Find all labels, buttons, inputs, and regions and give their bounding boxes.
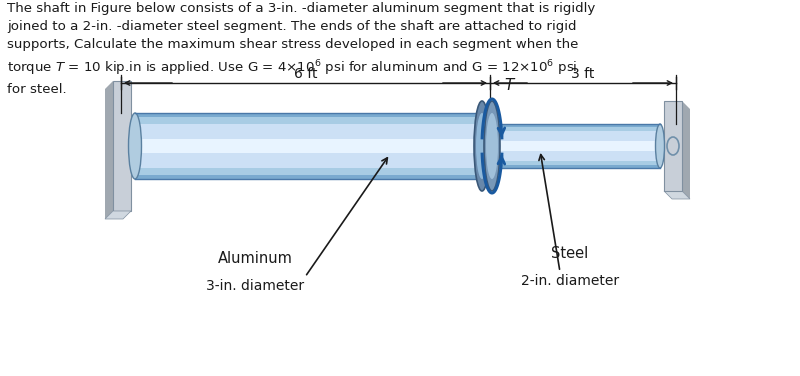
Bar	[490, 131, 660, 161]
Bar	[490, 141, 660, 151]
Text: The shaft in Figure below consists of a 3-in. -diameter aluminum segment that is: The shaft in Figure below consists of a …	[7, 2, 595, 96]
Ellipse shape	[474, 101, 490, 191]
Polygon shape	[105, 211, 131, 219]
Bar	[490, 127, 660, 165]
Bar	[135, 139, 490, 153]
Ellipse shape	[486, 113, 498, 179]
Text: Steel: Steel	[551, 246, 589, 261]
Ellipse shape	[476, 113, 488, 179]
Polygon shape	[664, 191, 690, 199]
Text: T: T	[504, 78, 514, 93]
Text: 3-in. diameter: 3-in. diameter	[206, 279, 304, 293]
Ellipse shape	[484, 101, 500, 191]
Polygon shape	[113, 81, 131, 211]
Bar	[135, 113, 490, 179]
Ellipse shape	[129, 113, 142, 179]
Ellipse shape	[655, 124, 665, 168]
Text: 2-in. diameter: 2-in. diameter	[521, 274, 619, 288]
Polygon shape	[105, 81, 113, 219]
Bar	[490, 124, 660, 168]
Polygon shape	[664, 101, 682, 191]
Polygon shape	[682, 101, 690, 199]
Text: 3 ft: 3 ft	[571, 67, 594, 81]
Bar	[135, 124, 490, 168]
Text: Aluminum: Aluminum	[218, 251, 293, 266]
Bar	[135, 117, 490, 175]
Text: 6 ft: 6 ft	[294, 67, 318, 81]
